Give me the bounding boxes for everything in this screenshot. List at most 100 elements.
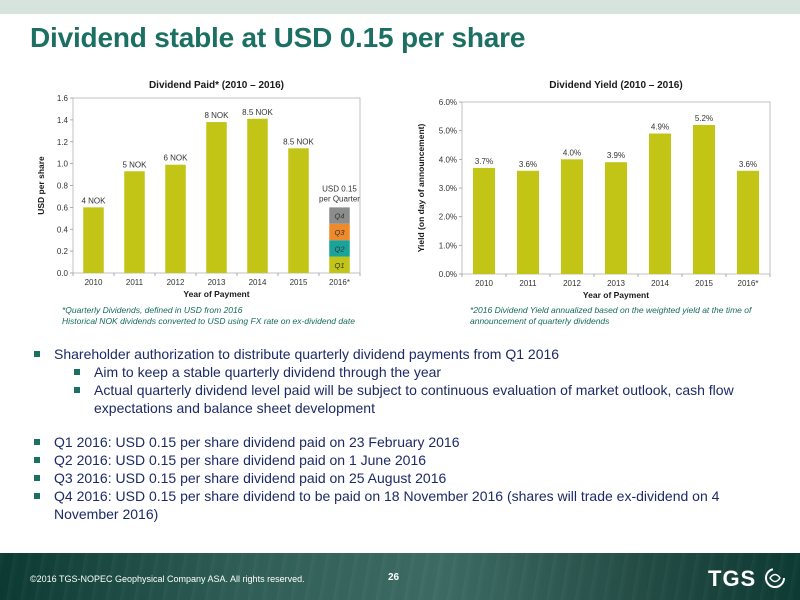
x-tick-label: 2014: [249, 278, 267, 287]
bar: [288, 148, 309, 273]
bar: [206, 122, 227, 273]
bullet-item: Shareholder authorization to distribute …: [34, 345, 779, 363]
dividend-yield-footnote: *2016 Dividend Yield annualized based on…: [470, 305, 790, 326]
segment-label: Q4: [334, 212, 344, 221]
x-tick-label: 2016*: [329, 278, 350, 287]
data-label: 8.5 NOK: [242, 108, 273, 117]
x-tick-label: 2012: [563, 279, 581, 288]
x-tick-label: 2015: [695, 279, 713, 288]
footer-texture: [0, 553, 800, 600]
x-tick-label: 2011: [519, 279, 537, 288]
x-tick-label: 2012: [167, 278, 185, 287]
y-tick-label: 0.6: [57, 203, 69, 212]
bullet-square-icon: [34, 439, 40, 445]
y-tick-label: 3.0%: [439, 184, 457, 193]
y-tick-label: 1.2: [57, 138, 69, 147]
footer-band: [0, 553, 800, 600]
x-tick-label: 2010: [475, 279, 493, 288]
bullet-gap: [34, 417, 779, 433]
bullet-square-icon: [34, 457, 40, 463]
tgs-logo: TGS: [708, 566, 788, 592]
y-tick-label: 0.0%: [439, 270, 457, 279]
stacked-segment: [329, 240, 350, 257]
logo-swirl-icon: [765, 568, 785, 588]
y-tick-label: 0.8: [57, 182, 69, 191]
segment-label: Q1: [334, 261, 344, 270]
page-number: 26: [388, 572, 400, 583]
sub-bullet-item: Aim to keep a stable quarterly dividend …: [34, 363, 779, 381]
chart-title: Dividend Paid* (2010 – 2016): [149, 80, 284, 91]
x-axis-label: Year of Payment: [583, 290, 649, 300]
data-label: 4.9%: [651, 123, 669, 132]
y-tick-label: 1.0%: [439, 241, 457, 250]
y-tick-label: 4.0%: [439, 155, 457, 164]
data-label: 6 NOK: [163, 154, 188, 163]
bar: [473, 167, 495, 274]
y-tick-label: 0.2: [57, 247, 69, 256]
bar: [124, 171, 145, 273]
data-label: 4.0%: [563, 148, 581, 157]
sub-bullet-item: Actual quarterly dividend level paid wil…: [34, 381, 779, 417]
y-tick-label: 1.0: [57, 160, 69, 169]
x-tick-label: 2013: [607, 279, 625, 288]
data-label: 3.9%: [607, 151, 625, 160]
y-axis-label: USD per share: [36, 156, 46, 215]
data-label: 3.7%: [475, 157, 493, 166]
data-label: 5.2%: [695, 114, 713, 123]
dividend-paid-chart: Dividend Paid* (2010 – 2016) 0.0 0.2 0.4 0.6…: [36, 80, 361, 299]
copyright-text: ©2016 TGS-NOPEC Geophysical Company ASA.…: [30, 574, 305, 584]
bar: [83, 207, 104, 273]
dividend-paid-footnote: *Quarterly Dividends, defined in USD fro…: [62, 305, 392, 326]
bullet-item: Q2 2016: USD 0.15 per share dividend pai…: [34, 451, 779, 469]
segment-label: Q3: [334, 228, 345, 237]
y-tick-label: 0.0: [57, 269, 69, 278]
bullet-text: Actual quarterly dividend level paid wil…: [94, 382, 734, 416]
bullet-text: Shareholder authorization to distribute …: [54, 346, 560, 362]
bar: [165, 164, 186, 273]
bullet-text: Q2 2016: USD 0.15 per share dividend pai…: [54, 452, 427, 468]
footnote-line: *Quarterly Dividends, defined in USD fro…: [62, 305, 243, 315]
slide-title: Dividend stable at USD 0.15 per share: [30, 22, 526, 53]
data-label: 4 NOK: [81, 196, 106, 205]
data-label: 3.6%: [519, 160, 537, 169]
bar: [605, 162, 627, 274]
x-tick-label: 2016*: [738, 279, 759, 288]
stack-annotation: per Quarter: [319, 194, 360, 203]
data-label: 8.5 NOK: [283, 137, 314, 146]
y-tick-label: 2.0%: [439, 213, 457, 222]
bar: [561, 159, 583, 274]
logo-text: TGS: [708, 566, 757, 591]
bullet-square-icon: [74, 387, 80, 393]
stacked-segment: [329, 256, 350, 273]
footnote-line: Historical NOK dividends converted to US…: [62, 315, 355, 326]
chart-title: Dividend Yield (2010 – 2016): [549, 80, 682, 91]
bar: [649, 133, 671, 274]
bullet-text: Q3 2016: USD 0.15 per share dividend pai…: [54, 470, 447, 486]
bullet-square-icon: [34, 493, 40, 499]
bullet-list: Shareholder authorization to distribute …: [34, 345, 779, 523]
y-tick-label: 6.0%: [439, 98, 457, 107]
data-label: 5 NOK: [122, 160, 147, 169]
y-axis-label: Yield (on day of announcement): [416, 124, 426, 253]
bar: [737, 170, 759, 274]
bullet-item: Q3 2016: USD 0.15 per share dividend pai…: [34, 469, 779, 487]
top-rule: [0, 0, 800, 14]
y-tick-label: 5.0%: [439, 127, 457, 136]
bar: [247, 118, 268, 273]
bullet-item: Q4 2016: USD 0.15 per share dividend to …: [34, 487, 779, 523]
bar: [693, 124, 715, 274]
bullet-square-icon: [34, 351, 40, 357]
y-tick-label: 0.4: [57, 225, 69, 234]
x-tick-label: 2010: [85, 278, 103, 287]
dividend-yield-chart: Dividend Yield (2010 – 2016) 0.0% 1.0% 2.0%…: [416, 80, 771, 300]
bar: [517, 170, 539, 274]
footnote-line: announcement of quarterly dividends: [470, 315, 610, 326]
stacked-segment: [329, 207, 350, 224]
x-tick-label: 2014: [651, 279, 669, 288]
data-label: 3.6%: [739, 160, 757, 169]
data-label: 8 NOK: [204, 111, 229, 120]
x-tick-label: 2013: [208, 278, 226, 287]
bullet-text: Q1 2016: USD 0.15 per share dividend pai…: [54, 434, 460, 450]
bullet-square-icon: [34, 475, 40, 481]
bullet-text: Q4 2016: USD 0.15 per share dividend to …: [54, 488, 720, 522]
